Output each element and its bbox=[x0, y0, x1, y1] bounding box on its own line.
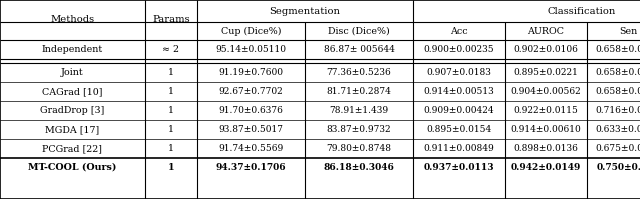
Text: 79.80±0.8748: 79.80±0.8748 bbox=[326, 144, 392, 153]
Text: MT-COOL (Ours): MT-COOL (Ours) bbox=[28, 163, 116, 172]
Text: Joint: Joint bbox=[61, 68, 84, 77]
Text: 0.895±0.0154: 0.895±0.0154 bbox=[426, 125, 492, 134]
Text: 0.911±0.00849: 0.911±0.00849 bbox=[424, 144, 494, 153]
Text: 0.900±0.00235: 0.900±0.00235 bbox=[424, 45, 494, 54]
Text: CAGrad [10]: CAGrad [10] bbox=[42, 87, 103, 96]
Text: Classification: Classification bbox=[548, 7, 616, 16]
Text: 0.675±0.0204: 0.675±0.0204 bbox=[595, 144, 640, 153]
Text: 0.658±0.0117: 0.658±0.0117 bbox=[595, 45, 640, 54]
Text: Params: Params bbox=[152, 16, 190, 24]
Text: Independent: Independent bbox=[42, 45, 103, 54]
Text: 92.67±0.7702: 92.67±0.7702 bbox=[219, 87, 284, 96]
Text: 0.750±0.000: 0.750±0.000 bbox=[596, 163, 640, 172]
Text: 0.898±0.0136: 0.898±0.0136 bbox=[513, 144, 579, 153]
Text: 0.914±0.00513: 0.914±0.00513 bbox=[424, 87, 494, 96]
Text: AUROC: AUROC bbox=[527, 26, 564, 35]
Text: 91.74±0.5569: 91.74±0.5569 bbox=[218, 144, 284, 153]
Text: 0.937±0.0113: 0.937±0.0113 bbox=[424, 163, 494, 172]
Text: 81.71±0.2874: 81.71±0.2874 bbox=[326, 87, 392, 96]
Text: 83.87±0.9732: 83.87±0.9732 bbox=[326, 125, 391, 134]
Text: 86.18±0.3046: 86.18±0.3046 bbox=[324, 163, 394, 172]
Text: 0.942±0.0149: 0.942±0.0149 bbox=[511, 163, 581, 172]
Text: 0.633±0.0824: 0.633±0.0824 bbox=[596, 125, 640, 134]
Text: Acc: Acc bbox=[450, 26, 468, 35]
Text: 0.909±0.00424: 0.909±0.00424 bbox=[424, 106, 494, 115]
Text: Segmentation: Segmentation bbox=[269, 7, 340, 16]
Text: GradDrop [3]: GradDrop [3] bbox=[40, 106, 105, 115]
Text: 1: 1 bbox=[168, 68, 174, 77]
Text: 0.922±0.0115: 0.922±0.0115 bbox=[513, 106, 579, 115]
Text: 78.91±1.439: 78.91±1.439 bbox=[330, 106, 388, 115]
Text: 91.70±0.6376: 91.70±0.6376 bbox=[219, 106, 284, 115]
Text: 94.37±0.1706: 94.37±0.1706 bbox=[216, 163, 286, 172]
Text: MGDA [17]: MGDA [17] bbox=[45, 125, 100, 134]
Text: 77.36±0.5236: 77.36±0.5236 bbox=[326, 68, 392, 77]
Text: 0.904±0.00562: 0.904±0.00562 bbox=[511, 87, 581, 96]
Text: Methods: Methods bbox=[51, 16, 95, 24]
Text: 0.907±0.0183: 0.907±0.0183 bbox=[427, 68, 492, 77]
Text: 0.658±0.0235: 0.658±0.0235 bbox=[595, 87, 640, 96]
Text: 0.914±0.00610: 0.914±0.00610 bbox=[511, 125, 581, 134]
Text: 1: 1 bbox=[168, 144, 174, 153]
Text: 1: 1 bbox=[168, 87, 174, 96]
Text: PCGrad [22]: PCGrad [22] bbox=[42, 144, 102, 153]
Text: ≈ 2: ≈ 2 bbox=[163, 45, 179, 54]
Text: 1: 1 bbox=[168, 163, 174, 172]
Text: 0.902±0.0106: 0.902±0.0106 bbox=[513, 45, 579, 54]
Text: 1: 1 bbox=[168, 125, 174, 134]
Text: 86.87± 005644: 86.87± 005644 bbox=[324, 45, 394, 54]
Text: 0.716±0.0471: 0.716±0.0471 bbox=[595, 106, 640, 115]
Text: Sen: Sen bbox=[619, 26, 637, 35]
Text: Disc (Dice%): Disc (Dice%) bbox=[328, 26, 390, 35]
Text: Cup (Dice%): Cup (Dice%) bbox=[221, 26, 281, 36]
Text: 95.14±0.05110: 95.14±0.05110 bbox=[216, 45, 287, 54]
Text: 93.87±0.5017: 93.87±0.5017 bbox=[218, 125, 284, 134]
Text: 0.658±0.0656: 0.658±0.0656 bbox=[595, 68, 640, 77]
Text: 1: 1 bbox=[168, 106, 174, 115]
Text: 0.895±0.0221: 0.895±0.0221 bbox=[513, 68, 579, 77]
Text: 91.19±0.7600: 91.19±0.7600 bbox=[218, 68, 284, 77]
